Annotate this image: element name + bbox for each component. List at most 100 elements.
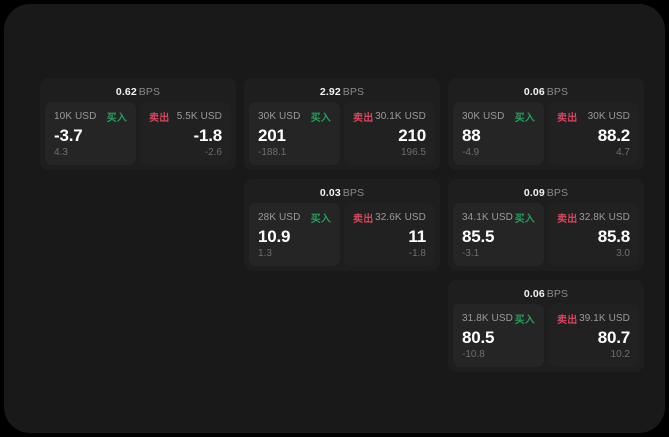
sell-size-label: 30K USD [587,110,630,122]
card-header: 0.09 BPS [453,184,639,203]
sell-size-label: 32.6K USD [375,211,426,223]
buy-delta: 1.3 [258,248,272,259]
quote-card-2-2[interactable]: 0.03 BPS 28K USD 买入 10.9 1.3 卖出 32.6K USD… [244,179,440,271]
buy-price: 88 [462,126,481,145]
sell-panel[interactable]: 卖出 30K USD 88.2 4.7 [548,102,639,165]
bps-value: 0.06 [523,86,545,98]
sell-price: 88.2 [597,126,630,145]
buy-panel-header: 34.1K USD 买入 [462,211,535,225]
sell-panel-header: 卖出 39.1K USD [557,312,630,326]
quote-card-2-1[interactable]: 2.92 BPS 30K USD 买入 201 -188.1 卖出 30.1K U… [244,78,440,170]
bps-value: 0.09 [523,187,545,199]
sell-panel[interactable]: 卖出 39.1K USD 80.7 10.2 [548,304,639,367]
buy-size-label: 34.1K USD [462,211,513,223]
sell-size-label: 39.1K USD [579,312,630,324]
bps-unit-label: BPS [546,86,569,98]
sell-panel-header: 卖出 32.8K USD [557,211,630,225]
card-header: 2.92 BPS [249,83,435,102]
sell-side-label: 卖出 [353,213,374,225]
buy-panel[interactable]: 28K USD 买入 10.9 1.3 [249,203,340,266]
sell-price: 210 [398,126,426,145]
sell-panel-header: 卖出 30.1K USD [353,110,426,124]
sell-price: 85.8 [597,227,630,246]
sell-price: 11 [408,227,426,246]
sell-size-label: 32.8K USD [579,211,630,223]
bps-unit-label: BPS [546,187,569,199]
sell-delta: 10.2 [610,349,630,360]
sell-size-label: 5.5K USD [176,110,222,122]
quote-column-3: 0.06 BPS 30K USD 买入 88 -4.9 卖出 30K USD 88… [448,78,644,381]
buy-panel[interactable]: 10K USD 买入 -3.7 4.3 [45,102,136,165]
bps-value: 0.06 [523,288,545,300]
quote-card-3-2[interactable]: 0.09 BPS 34.1K USD 买入 85.5 -3.1 卖出 32.8K … [448,179,644,271]
bps-unit-label: BPS [342,187,365,199]
quote-card-1-1[interactable]: 0.62 BPS 10K USD 买入 -3.7 4.3 卖出 5.5K USD … [40,78,236,170]
card-panels: 31.8K USD 买入 80.5 -10.8 卖出 39.1K USD 80.… [453,304,639,367]
buy-panel-header: 28K USD 买入 [258,211,331,225]
sell-side-label: 卖出 [353,112,374,124]
quote-card-3-3[interactable]: 0.06 BPS 31.8K USD 买入 80.5 -10.8 卖出 39.1K… [448,280,644,372]
buy-price: 201 [258,126,286,145]
card-header: 0.62 BPS [45,83,231,102]
sell-delta: 3.0 [616,248,630,259]
buy-panel-header: 30K USD 买入 [258,110,331,124]
sell-panel-header: 卖出 32.6K USD [353,211,426,225]
card-panels: 10K USD 买入 -3.7 4.3 卖出 5.5K USD -1.8 -2.… [45,102,231,165]
card-header: 0.06 BPS [453,285,639,304]
buy-panel[interactable]: 31.8K USD 买入 80.5 -10.8 [453,304,544,367]
sell-panel[interactable]: 卖出 30.1K USD 210 196.5 [344,102,435,165]
buy-side-label: 买入 [106,112,127,124]
card-header: 0.03 BPS [249,184,435,203]
sell-delta: 4.7 [616,147,630,158]
buy-side-label: 买入 [514,213,535,225]
bps-unit-label: BPS [138,86,161,98]
buy-price: -3.7 [54,126,83,145]
sell-delta: 196.5 [400,147,426,158]
buy-panel-header: 31.8K USD 买入 [462,312,535,326]
buy-price: 10.9 [258,227,291,246]
sell-panel-header: 卖出 30K USD [557,110,630,124]
sell-delta: -1.8 [408,248,426,259]
sell-price: 80.7 [597,328,630,347]
buy-side-label: 买入 [514,112,535,124]
sell-side-label: 卖出 [149,112,170,124]
buy-delta: 4.3 [54,147,68,158]
buy-panel[interactable]: 30K USD 买入 88 -4.9 [453,102,544,165]
buy-price: 80.5 [462,328,495,347]
buy-side-label: 买入 [310,213,331,225]
buy-price: 85.5 [462,227,495,246]
buy-delta: -10.8 [462,349,485,360]
buy-size-label: 10K USD [54,110,97,122]
quote-card-3-1[interactable]: 0.06 BPS 30K USD 买入 88 -4.9 卖出 30K USD 88… [448,78,644,170]
card-panels: 30K USD 买入 201 -188.1 卖出 30.1K USD 210 1… [249,102,435,165]
bps-unit-label: BPS [546,288,569,300]
sell-panel[interactable]: 卖出 5.5K USD -1.8 -2.6 [140,102,231,165]
buy-side-label: 买入 [514,314,535,326]
sell-panel[interactable]: 卖出 32.8K USD 85.8 3.0 [548,203,639,266]
sell-side-label: 卖出 [557,213,578,225]
bps-value: 0.03 [319,187,341,199]
bps-value: 2.92 [319,86,341,98]
card-header: 0.06 BPS [453,83,639,102]
buy-size-label: 30K USD [462,110,505,122]
buy-panel[interactable]: 30K USD 买入 201 -188.1 [249,102,340,165]
quote-board: 0.62 BPS 10K USD 买入 -3.7 4.3 卖出 5.5K USD … [36,78,644,398]
buy-delta: -4.9 [462,147,480,158]
buy-delta: -3.1 [462,248,480,259]
card-panels: 28K USD 买入 10.9 1.3 卖出 32.6K USD 11 -1.8 [249,203,435,266]
sell-delta: -2.6 [204,147,222,158]
sell-panel[interactable]: 卖出 32.6K USD 11 -1.8 [344,203,435,266]
card-panels: 34.1K USD 买入 85.5 -3.1 卖出 32.8K USD 85.8… [453,203,639,266]
card-panels: 30K USD 买入 88 -4.9 卖出 30K USD 88.2 4.7 [453,102,639,165]
sell-panel-header: 卖出 5.5K USD [149,110,222,124]
quote-column-2: 2.92 BPS 30K USD 买入 201 -188.1 卖出 30.1K U… [244,78,440,280]
sell-side-label: 卖出 [557,314,578,326]
sell-size-label: 30.1K USD [375,110,426,122]
buy-size-label: 31.8K USD [462,312,513,324]
sell-price: -1.8 [193,126,223,145]
sell-side-label: 卖出 [557,112,578,124]
buy-panel[interactable]: 34.1K USD 买入 85.5 -3.1 [453,203,544,266]
buy-side-label: 买入 [310,112,331,124]
bps-unit-label: BPS [342,86,365,98]
buy-panel-header: 30K USD 买入 [462,110,535,124]
